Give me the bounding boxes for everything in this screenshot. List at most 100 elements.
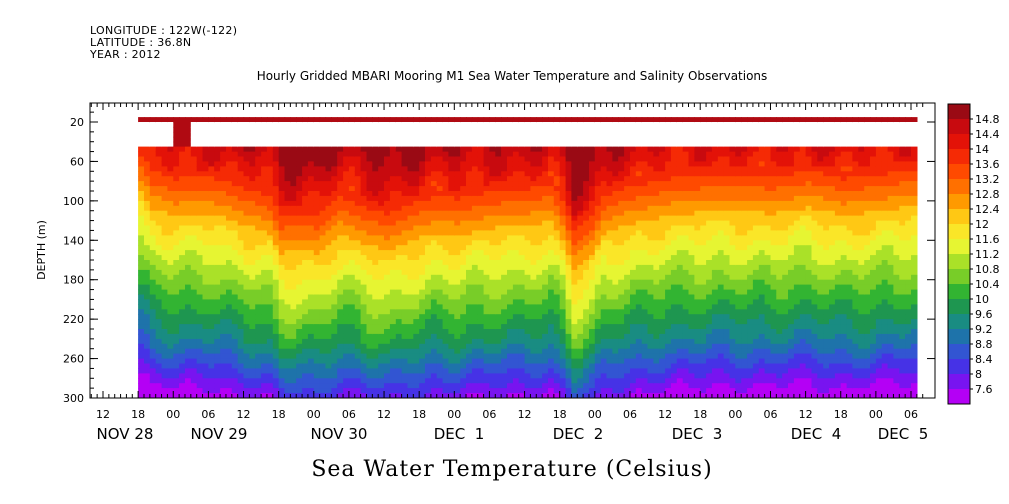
heatmap-cell bbox=[220, 235, 227, 241]
heatmap-cell bbox=[624, 126, 631, 133]
heatmap-cell bbox=[430, 186, 438, 192]
heatmap-cell bbox=[202, 378, 209, 384]
heatmap-cell bbox=[583, 378, 590, 384]
heatmap-cell bbox=[407, 156, 414, 162]
heatmap-cell bbox=[226, 205, 233, 212]
heatmap-cell bbox=[278, 230, 286, 236]
heatmap-cell bbox=[495, 373, 502, 379]
heatmap-cell bbox=[618, 329, 625, 335]
heatmap-cell bbox=[530, 240, 537, 246]
heatmap-cell bbox=[630, 284, 637, 291]
heatmap-cell bbox=[366, 245, 373, 251]
heatmap-cell bbox=[542, 131, 549, 138]
heatmap-cell bbox=[360, 230, 368, 236]
heatmap-cell bbox=[489, 368, 496, 374]
heatmap-cell bbox=[618, 255, 625, 261]
heatmap-cell bbox=[290, 353, 297, 360]
heatmap-cell bbox=[512, 294, 520, 300]
heatmap-cell bbox=[635, 136, 643, 143]
heatmap-cell bbox=[196, 353, 204, 360]
heatmap-cell bbox=[325, 210, 332, 217]
heatmap-cell bbox=[360, 269, 368, 276]
heatmap-cell bbox=[354, 274, 362, 281]
heatmap-cell bbox=[647, 250, 654, 256]
heatmap-cell bbox=[430, 373, 438, 379]
heatmap-cell bbox=[571, 368, 578, 374]
heatmap-cell bbox=[536, 309, 543, 315]
heatmap-cell bbox=[173, 191, 180, 197]
heatmap-cell bbox=[179, 324, 186, 330]
heatmap-cell bbox=[331, 245, 338, 251]
heatmap-cell bbox=[266, 151, 274, 158]
heatmap-cell bbox=[261, 373, 268, 379]
heatmap-cell bbox=[454, 230, 461, 236]
heatmap-cell bbox=[278, 122, 286, 128]
heatmap-cell bbox=[261, 122, 268, 128]
heatmap-cell bbox=[495, 191, 502, 197]
heatmap-cell bbox=[489, 166, 496, 172]
heatmap-cell bbox=[501, 338, 508, 345]
heatmap-cell bbox=[144, 136, 151, 143]
heatmap-cell bbox=[512, 126, 520, 133]
heatmap-cell bbox=[483, 363, 491, 369]
heatmap-cell bbox=[466, 220, 473, 227]
heatmap-cell bbox=[261, 269, 268, 276]
heatmap-cell bbox=[290, 240, 297, 246]
heatmap-cell bbox=[448, 131, 455, 138]
heatmap-cell bbox=[507, 220, 514, 227]
heatmap-cell bbox=[501, 156, 508, 162]
heatmap-cell bbox=[542, 230, 549, 236]
heatmap-cell bbox=[401, 200, 409, 207]
heatmap-cell bbox=[395, 378, 403, 384]
heatmap-cell bbox=[600, 117, 608, 123]
heatmap-cell bbox=[407, 373, 414, 379]
heatmap-cell bbox=[536, 161, 543, 167]
heatmap-cell bbox=[565, 319, 573, 325]
heatmap-cell bbox=[401, 373, 409, 379]
heatmap-cell bbox=[185, 205, 192, 212]
heatmap-cell bbox=[255, 294, 262, 300]
heatmap-cell bbox=[366, 186, 373, 192]
heatmap-cell bbox=[507, 166, 514, 172]
heatmap-cell bbox=[630, 255, 637, 261]
heatmap-cell bbox=[284, 363, 291, 369]
heatmap-cell bbox=[524, 383, 532, 389]
heatmap-cell bbox=[460, 230, 467, 236]
heatmap-cell bbox=[325, 309, 332, 315]
heatmap-cell bbox=[378, 255, 385, 261]
heatmap-cell bbox=[641, 324, 649, 330]
heatmap-cell bbox=[313, 122, 321, 128]
heatmap-cell bbox=[606, 304, 613, 310]
heatmap-cell bbox=[425, 195, 432, 202]
heatmap-cell bbox=[231, 358, 239, 365]
heatmap-cell bbox=[366, 388, 373, 394]
heatmap-cell bbox=[436, 338, 444, 345]
heatmap-cell bbox=[196, 220, 204, 227]
heatmap-cell bbox=[337, 294, 344, 300]
heatmap-cell bbox=[624, 225, 631, 231]
heatmap-cell bbox=[272, 279, 280, 286]
heatmap-cell bbox=[167, 284, 174, 291]
heatmap-cell bbox=[565, 161, 573, 167]
heatmap-cell bbox=[296, 195, 303, 202]
heatmap-cell bbox=[589, 304, 596, 310]
heatmap-cell bbox=[208, 195, 215, 202]
heatmap-cell bbox=[571, 191, 578, 197]
heatmap-cell bbox=[553, 363, 561, 369]
heatmap-cell bbox=[290, 294, 297, 300]
heatmap-cell bbox=[630, 230, 637, 236]
heatmap-cell bbox=[284, 304, 291, 310]
heatmap-cell bbox=[501, 388, 508, 394]
heatmap-cell bbox=[436, 166, 444, 172]
heatmap-cell bbox=[366, 205, 373, 212]
heatmap-cell bbox=[419, 393, 426, 398]
heatmap-cell bbox=[571, 151, 578, 158]
heatmap-cell bbox=[161, 166, 169, 172]
heatmap-cell bbox=[360, 122, 368, 128]
heatmap-cell bbox=[600, 324, 608, 330]
heatmap-cell bbox=[231, 304, 239, 310]
heatmap-cell bbox=[583, 136, 590, 143]
heatmap-cell bbox=[565, 338, 573, 345]
heatmap-cell bbox=[226, 235, 233, 241]
heatmap-cell bbox=[524, 240, 532, 246]
